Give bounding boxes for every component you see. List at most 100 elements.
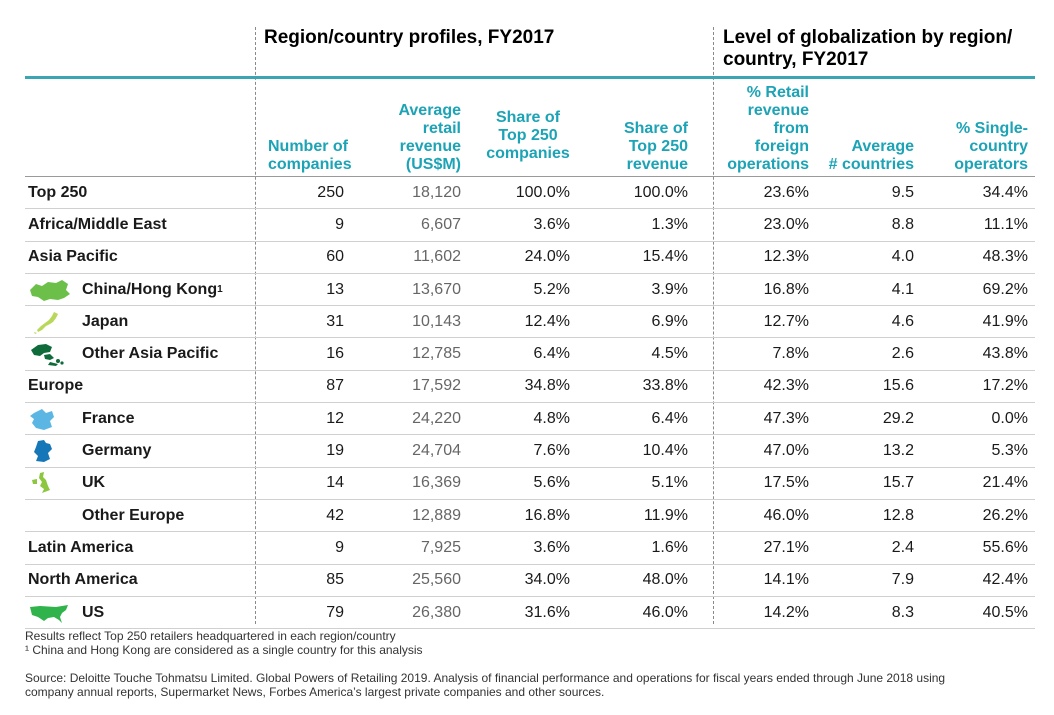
- share-revenue-cell: 1.3%: [570, 208, 688, 242]
- share-companies-cell: 100.0%: [461, 177, 570, 210]
- col-header-line: from: [773, 120, 809, 137]
- avg-countries-cell: 4.6: [809, 305, 914, 339]
- pct-foreign-cell: 14.2%: [688, 596, 809, 630]
- note-china-hk: ¹ China and Hong Kong are considered as …: [25, 643, 423, 657]
- row-name: Germany: [25, 434, 270, 468]
- share-revenue-cell: 100.0%: [570, 177, 688, 210]
- france-map-icon: [28, 407, 72, 431]
- row-label: Germany: [82, 442, 152, 460]
- share-revenue-cell: 5.1%: [570, 467, 688, 500]
- pct-single-cell: 34.4%: [914, 177, 1035, 210]
- row-name-wrap: Other Europe: [28, 504, 270, 528]
- avg-countries-cell: 2.6: [809, 337, 914, 371]
- num-companies-cell: 9: [270, 208, 350, 242]
- row-label: Europe: [28, 377, 84, 395]
- pct-foreign-cell: 14.1%: [688, 564, 809, 597]
- row-name-wrap: Asia Pacific: [28, 248, 270, 266]
- row-name-wrap: US: [28, 601, 270, 625]
- col-header-line: Share of: [623, 120, 688, 137]
- col-header-pct-foreign: % Retail revenue from foreign operations: [710, 84, 809, 174]
- table-row: Latin America 9 7,925 3.6% 1.6% 27.1% 2.4 55.6%: [25, 531, 1035, 565]
- row-name-wrap: Africa/Middle East: [28, 216, 270, 234]
- row-name: Other Europe: [25, 499, 270, 533]
- section-title-profiles: Region/country profiles, FY2017: [264, 27, 555, 48]
- row-label: Latin America: [28, 538, 134, 556]
- col-header-line: revenue: [399, 138, 461, 155]
- col-header-share-revenue: Share of Top 250 revenue: [590, 120, 688, 174]
- pct-single-cell: 11.1%: [914, 208, 1035, 242]
- row-name: UK: [25, 467, 270, 500]
- row-label: US: [82, 603, 105, 621]
- icon-spacer: [28, 504, 72, 528]
- section-title-globalization: Level of globalization by region/ countr…: [723, 27, 1012, 71]
- share-revenue-cell: 10.4%: [570, 434, 688, 468]
- pct-single-cell: 42.4%: [914, 564, 1035, 597]
- pct-foreign-cell: 17.5%: [688, 467, 809, 500]
- pct-foreign-cell: 23.0%: [688, 208, 809, 242]
- col-header-line: Top 250: [498, 127, 558, 144]
- share-companies-cell: 34.0%: [461, 564, 570, 597]
- row-label: Asia Pacific: [28, 248, 118, 266]
- share-revenue-cell: 33.8%: [570, 370, 688, 404]
- avg-countries-cell: 8.8: [809, 208, 914, 242]
- num-companies-cell: 87: [270, 370, 350, 404]
- share-revenue-cell: 15.4%: [570, 241, 688, 274]
- pct-single-cell: 0.0%: [914, 402, 1035, 436]
- pct-foreign-cell: 23.6%: [688, 177, 809, 210]
- share-companies-cell: 7.6%: [461, 434, 570, 468]
- table-row: Top 250 250 18,120 100.0% 100.0% 23.6% 9.5 34.4…: [25, 177, 1035, 210]
- avg-revenue-cell: 10,143: [350, 305, 461, 339]
- avg-revenue-cell: 13,670: [350, 273, 461, 307]
- share-revenue-cell: 4.5%: [570, 337, 688, 371]
- col-header-avg-countries: Average # countries: [818, 138, 914, 174]
- pct-foreign-cell: 7.8%: [688, 337, 809, 371]
- col-header-line: operations: [727, 156, 809, 173]
- avg-countries-cell: 4.0: [809, 241, 914, 274]
- footnote-marker: 1: [217, 284, 223, 296]
- share-revenue-cell: 3.9%: [570, 273, 688, 307]
- share-companies-cell: 5.6%: [461, 467, 570, 500]
- share-companies-cell: 16.8%: [461, 499, 570, 533]
- pct-foreign-cell: 27.1%: [688, 531, 809, 565]
- germany-map-icon: [28, 439, 72, 463]
- pct-single-cell: 55.6%: [914, 531, 1035, 565]
- row-name: US: [25, 596, 270, 630]
- avg-revenue-cell: 26,380: [350, 596, 461, 630]
- pct-single-cell: 17.2%: [914, 370, 1035, 404]
- col-header-line: % Single-: [955, 120, 1028, 137]
- num-companies-cell: 79: [270, 596, 350, 630]
- table-row: US 79 26,380 31.6% 46.0% 14.2% 8.3 40.5%: [25, 596, 1035, 630]
- row-name: Top 250: [25, 177, 270, 210]
- row-name-wrap: Europe: [28, 377, 270, 395]
- col-header-line: % Retail: [746, 84, 809, 101]
- pct-single-cell: 41.9%: [914, 305, 1035, 339]
- share-revenue-cell: 6.4%: [570, 402, 688, 436]
- avg-revenue-cell: 7,925: [350, 531, 461, 565]
- row-label: UK: [82, 474, 106, 492]
- table-row: China/Hong Kong 1 13 13,670 5.2% 3.9% 16.8% 4.1…: [25, 273, 1035, 307]
- avg-revenue-cell: 25,560: [350, 564, 461, 597]
- row-name-wrap: Top 250: [28, 184, 270, 202]
- row-name: Japan: [25, 305, 270, 339]
- source-line-2: company annual reports, Supermarket News…: [25, 685, 605, 699]
- share-revenue-cell: 11.9%: [570, 499, 688, 533]
- col-header-line: country: [969, 138, 1028, 155]
- col-header-line: # countries: [828, 156, 914, 173]
- share-companies-cell: 3.6%: [461, 208, 570, 242]
- column-header-rule: [25, 176, 1035, 177]
- row-label: China/Hong Kong: [82, 280, 218, 298]
- table-row: Africa/Middle East 9 6,607 3.6% 1.3% 23.0% 8.8…: [25, 208, 1035, 242]
- avg-countries-cell: 15.6: [809, 370, 914, 404]
- avg-countries-cell: 15.7: [809, 467, 914, 500]
- row-name: Europe: [25, 370, 270, 404]
- col-header-share-companies: Share of Top 250 companies: [478, 109, 578, 163]
- num-companies-cell: 19: [270, 434, 350, 468]
- col-header-line: (US$M): [405, 156, 461, 173]
- avg-revenue-cell: 12,889: [350, 499, 461, 533]
- avg-revenue-cell: 17,592: [350, 370, 461, 404]
- row-name-wrap: Japan: [28, 310, 270, 334]
- num-companies-cell: 85: [270, 564, 350, 597]
- num-companies-cell: 31: [270, 305, 350, 339]
- share-revenue-cell: 46.0%: [570, 596, 688, 630]
- num-companies-cell: 16: [270, 337, 350, 371]
